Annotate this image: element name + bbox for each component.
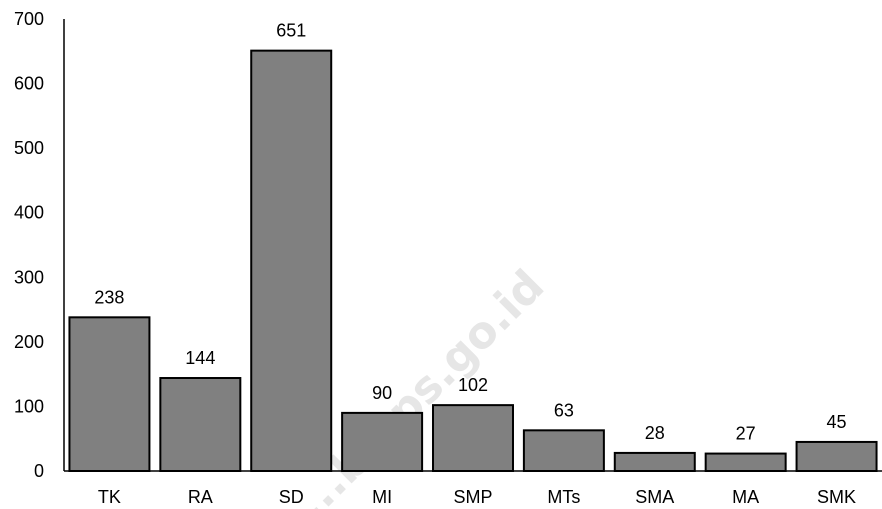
data-label: 238	[94, 287, 124, 307]
y-tick-label: 200	[14, 332, 44, 352]
category-labels: TK RA SD MI SMP MTs SMA MA SMK	[98, 487, 856, 507]
data-label: 144	[185, 348, 215, 368]
data-label: 28	[645, 423, 665, 443]
bar	[250, 49, 333, 472]
data-label: 45	[827, 412, 847, 432]
data-label: 102	[458, 375, 488, 395]
bar	[341, 411, 424, 472]
bar	[704, 452, 787, 472]
x-tick-label: MA	[732, 487, 759, 507]
x-tick-label: SMP	[453, 487, 492, 507]
value-labels: 238 144 651 90 102 63 28 27 45	[94, 21, 846, 444]
bars	[68, 49, 878, 473]
y-tick-label: 700	[14, 9, 44, 29]
y-tick-label: 0	[34, 461, 44, 481]
data-label: 90	[372, 383, 392, 403]
data-label: 63	[554, 400, 574, 420]
bar	[795, 440, 878, 473]
y-tick-label: 100	[14, 396, 44, 416]
x-tick-label: TK	[98, 487, 121, 507]
data-label: 651	[276, 21, 306, 41]
y-tick-label: 300	[14, 267, 44, 287]
bar	[613, 451, 696, 473]
x-tick-label: MI	[372, 487, 392, 507]
x-tick-label: SMA	[635, 487, 674, 507]
y-tick-label: 600	[14, 74, 44, 94]
bar	[68, 316, 151, 472]
x-tick-label: RA	[188, 487, 213, 507]
y-axis-ticks: 0 100 200 300 400 500 600 700	[14, 9, 44, 481]
x-tick-label: MTs	[547, 487, 580, 507]
x-tick-label: SD	[279, 487, 304, 507]
data-label: 27	[736, 424, 756, 444]
bar	[522, 429, 605, 473]
y-tick-label: 400	[14, 203, 44, 223]
y-tick-label: 500	[14, 138, 44, 158]
bar	[159, 377, 242, 473]
bar	[432, 404, 514, 472]
x-tick-label: SMK	[817, 487, 856, 507]
